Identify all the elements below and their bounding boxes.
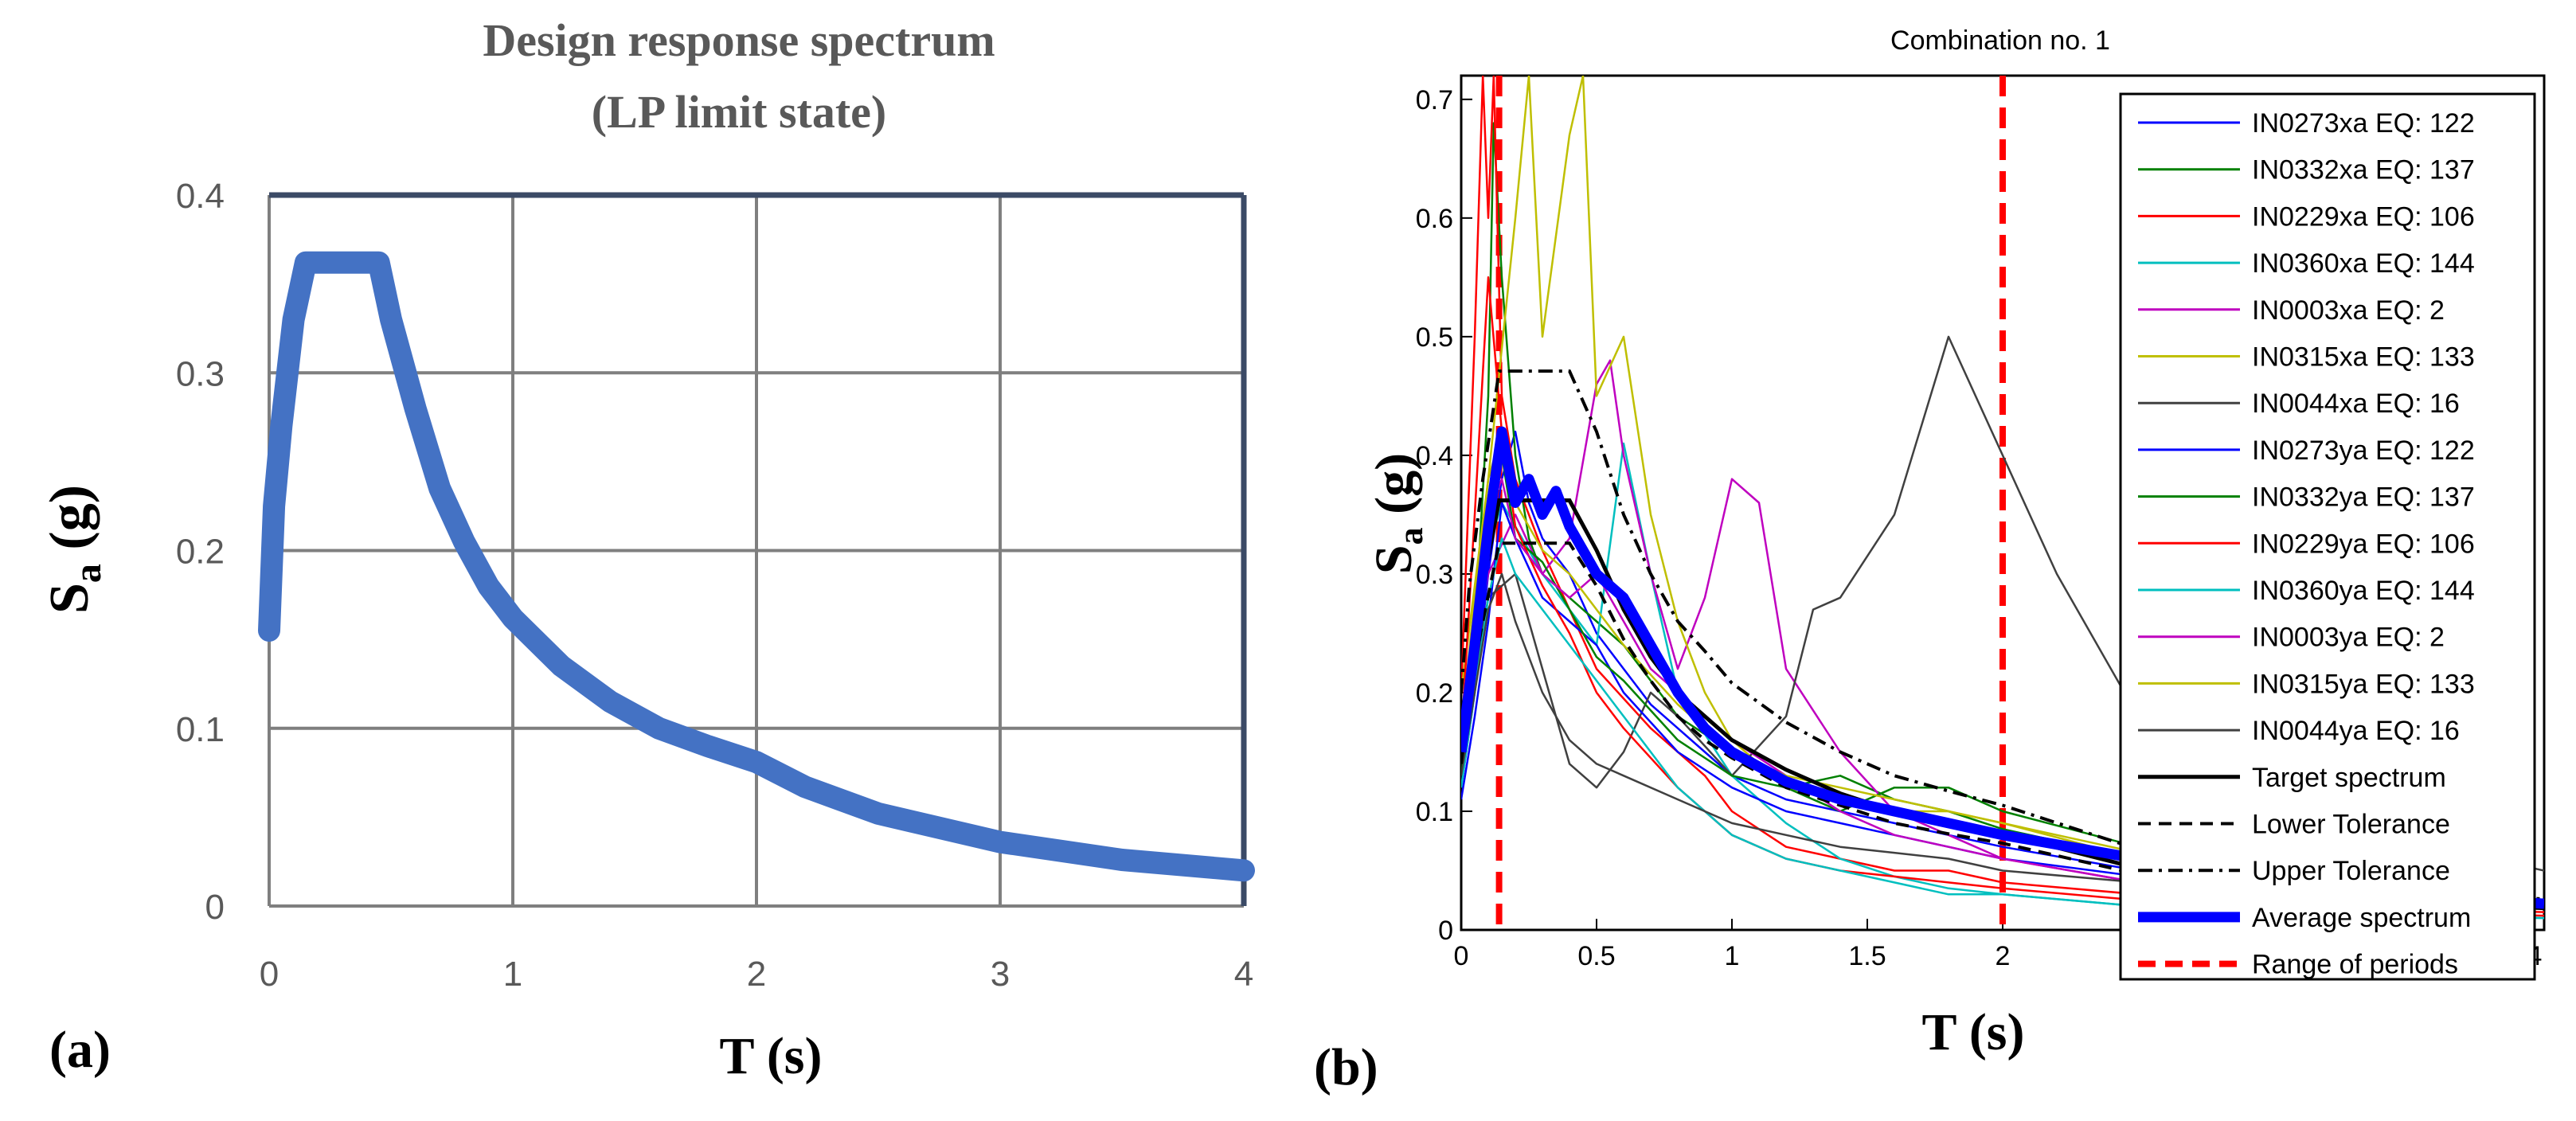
legend-entry-label: Average spectrum — [2252, 903, 2471, 933]
panel-a-y-tick-label: 0.4 — [176, 177, 225, 216]
panel-a-y-label-main: S — [39, 583, 100, 614]
panel-b-x-tick-label: 0.5 — [1577, 941, 1615, 971]
panel-a-subtitle: (LP limit state) — [592, 86, 886, 138]
panel-b-y-tick-label: 0.3 — [1416, 560, 1453, 590]
legend-entry-label: Upper Tolerance — [2252, 856, 2450, 886]
legend-entry-label: IN0003xa EQ: 2 — [2252, 295, 2445, 326]
panel-b-y-tick-label: 0.5 — [1416, 322, 1453, 353]
panel-b-y-label-main: S — [1365, 545, 1423, 574]
panel-b-y-axis-label: Sa (g) — [1365, 453, 1430, 574]
legend-entry-label: IN0044xa EQ: 16 — [2252, 389, 2460, 419]
legend-entry-label: IN0229ya EQ: 106 — [2252, 529, 2475, 559]
panel-b-record-line — [1461, 572, 2544, 908]
panel-b-label: (b) — [1314, 1038, 1378, 1096]
panel-b-x-tick-label: 2 — [1996, 941, 2011, 971]
legend-entry-label: IN0229xa EQ: 106 — [2252, 201, 2475, 232]
legend-entry-label: IN0315ya EQ: 133 — [2252, 669, 2475, 699]
legend-entry-label: Target spectrum — [2252, 763, 2446, 793]
panel-b-range-of-periods — [1495, 76, 2006, 930]
panel-b-y-tick-label: 0 — [1438, 916, 1453, 946]
panel-a-x-tick-label: 4 — [1234, 955, 1253, 994]
panel-b-x-axis-label: T (s) — [1922, 1003, 2025, 1061]
panel-a-spectrum-line — [258, 251, 1255, 882]
panel-b-record-line — [1461, 359, 2544, 908]
legend-entry-label: IN0003ya EQ: 2 — [2252, 623, 2445, 653]
panel-b-y-tick-label: 0.1 — [1416, 797, 1453, 827]
panel-b-x-tick-labels: 00.511.524 — [1454, 941, 2543, 971]
panel-a-y-axis-label: Sa (g) — [39, 485, 109, 614]
panel-a-series — [258, 251, 1255, 882]
panel-b-record-line — [1461, 76, 2544, 913]
panel-a-y-label-sub: a — [67, 564, 109, 583]
panel-b-record-line — [1461, 478, 2544, 908]
panel-a-x-tick-labels: 0 1 2 3 4 — [260, 955, 1253, 994]
legend-entry-label: IN0044ya EQ: 16 — [2252, 716, 2460, 746]
panel-b-y-tick-label: 0.4 — [1416, 441, 1453, 471]
panel-b-y-tick-label: 0.6 — [1416, 204, 1453, 234]
panel-b-title: Combination no. 1 — [1890, 25, 2110, 56]
legend-entry-label: IN0332xa EQ: 137 — [2252, 155, 2475, 186]
panel-b-upper-tolerance-line — [1461, 369, 2544, 901]
panel-a-x-tick-label: 0 — [260, 955, 279, 994]
panel-a-label: (a) — [49, 1021, 111, 1079]
panel-a-y-tick-label: 0.1 — [176, 710, 225, 749]
legend-entry-label: IN0332ya EQ: 137 — [2252, 482, 2475, 513]
panel-b-y-label-sub: a — [1391, 527, 1430, 545]
panel-a-x-tick-label: 3 — [991, 955, 1010, 994]
panel-a-y-label-unit: (g) — [39, 485, 100, 564]
legend-entry-label: Lower Tolerance — [2252, 810, 2450, 840]
panel-b-x-tick-label: 1 — [1725, 941, 1740, 971]
panel-b-record-line — [1461, 335, 2544, 872]
panel-a-y-tick-labels: 0 0.1 0.2 0.3 0.4 — [176, 177, 225, 927]
panel-b-y-tick-labels: 0 0.1 0.2 0.3 0.4 0.5 0.6 0.7 — [1416, 85, 1453, 946]
panel-b-x-tick-label: 1.5 — [1848, 941, 1886, 971]
legend-entry-label: IN0360xa EQ: 144 — [2252, 248, 2475, 279]
panel-b-record-line — [1461, 537, 2544, 920]
panel-b-y-tick-label: 0.2 — [1416, 678, 1453, 709]
panel-a-x-tick-label: 2 — [747, 955, 766, 994]
legend-entry-label: IN0273xa EQ: 122 — [2252, 108, 2475, 139]
panel-b-target-and-tolerances — [1461, 369, 2544, 911]
panel-a-y-tick-label: 0.3 — [176, 354, 225, 393]
panel-a-grid — [268, 192, 1247, 908]
legend-entry-label: Range of periods — [2252, 950, 2458, 980]
panel-a-y-tick-label: 0 — [205, 888, 225, 927]
panel-b-x-tick-label: 0 — [1454, 941, 1469, 971]
panel-a-design-spectrum: Design response spectrum (LP limit state… — [39, 14, 1255, 1085]
panel-a-x-axis-label: T (s) — [720, 1027, 823, 1085]
panel-a-title: Design response spectrum — [483, 14, 995, 66]
panel-b-y-tick-label: 0.7 — [1416, 85, 1453, 115]
panel-b-combination: Combination no. 1 0 0.1 0.2 0.3 0.4 0.5 0.6 0.7… — [1314, 25, 2546, 1096]
panel-a-y-tick-label: 0.2 — [176, 533, 225, 572]
legend-entry-label: IN0315xa EQ: 133 — [2252, 342, 2475, 373]
legend-entry-label: IN0360ya EQ: 144 — [2252, 576, 2475, 606]
panel-b-legend: IN0273xa EQ: 122 IN0332xa EQ: 137 IN0229xa… — [2119, 92, 2536, 981]
panel-b-y-label-unit: (g) — [1365, 453, 1423, 527]
panel-a-x-tick-label: 1 — [503, 955, 522, 994]
panel-b-legend-box — [2119, 92, 2536, 981]
panel-b-lower-tolerance-line — [1461, 541, 2544, 911]
legend-entry-label: IN0273ya EQ: 122 — [2252, 436, 2475, 466]
panel-b-average-spectrum-line — [1461, 426, 2544, 909]
